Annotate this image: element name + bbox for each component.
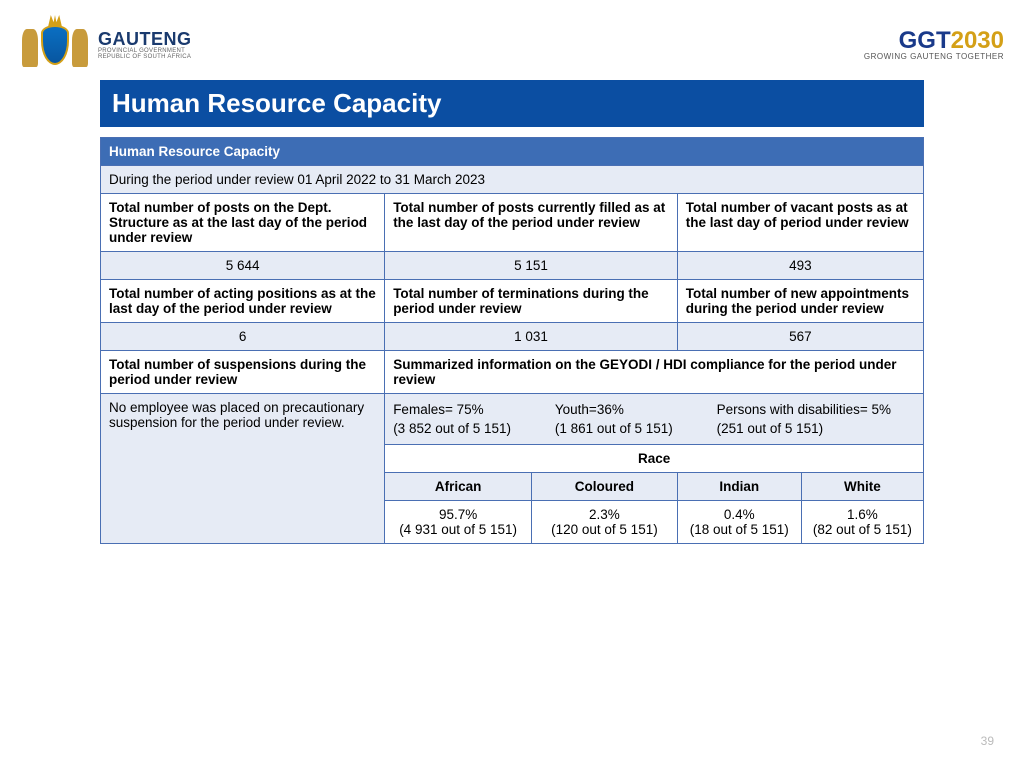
race-coloured-val: 2.3% (120 out of 5 151) bbox=[532, 501, 678, 544]
ggt-year: 2030 bbox=[951, 27, 1004, 54]
gauteng-subtext2: REPUBLIC OF SOUTH AFRICA bbox=[98, 54, 192, 60]
terminations-value: 1 031 bbox=[385, 323, 678, 351]
slide-title: Human Resource Capacity bbox=[100, 80, 924, 127]
suspensions-label: Total number of suspensions during the p… bbox=[101, 351, 385, 394]
gauteng-logo: GAUTENG PROVINCIAL GOVERNMENT REPUBLIC O… bbox=[20, 15, 192, 75]
hr-capacity-table: Human Resource Capacity During the perio… bbox=[100, 137, 924, 544]
posts-vacant-value: 493 bbox=[677, 252, 923, 280]
pwd-pct: Persons with disabilities= 5% bbox=[717, 402, 915, 417]
race-indian-val: 0.4% (18 out of 5 151) bbox=[677, 501, 801, 544]
suspension-note: No employee was placed on precautionary … bbox=[101, 394, 385, 544]
coat-of-arms-icon bbox=[20, 15, 90, 75]
females-detail: (3 852 out of 5 151) bbox=[393, 421, 535, 436]
race-white-val: 1.6% (82 out of 5 151) bbox=[801, 501, 923, 544]
race-african-val: 95.7% (4 931 out of 5 151) bbox=[385, 501, 532, 544]
females-pct: Females= 75% bbox=[393, 402, 535, 417]
appointments-value: 567 bbox=[677, 323, 923, 351]
posts-structure-value: 5 644 bbox=[101, 252, 385, 280]
race-header: Race bbox=[385, 445, 924, 473]
slide-header: GAUTENG PROVINCIAL GOVERNMENT REPUBLIC O… bbox=[0, 0, 1024, 80]
acting-label: Total number of acting positions as at t… bbox=[101, 280, 385, 323]
race-col-african: African bbox=[385, 473, 532, 501]
posts-filled-label: Total number of posts currently filled a… bbox=[385, 194, 678, 252]
slide-content: Human Resource Capacity Human Resource C… bbox=[0, 80, 1024, 544]
youth-detail: (1 861 out of 5 151) bbox=[555, 421, 697, 436]
race-col-indian: Indian bbox=[677, 473, 801, 501]
appointments-label: Total number of new appointments during … bbox=[677, 280, 923, 323]
race-col-coloured: Coloured bbox=[532, 473, 678, 501]
ggt-tagline: GROWING GAUTENG TOGETHER bbox=[864, 53, 1004, 61]
gauteng-wordmark: GAUTENG bbox=[98, 30, 192, 48]
posts-structure-label: Total number of posts on the Dept. Struc… bbox=[101, 194, 385, 252]
page-number: 39 bbox=[981, 734, 994, 748]
geyodi-label: Summarized information on the GEYODI / H… bbox=[385, 351, 924, 394]
ggt2030-logo: GGT2030 GROWING GAUTENG TOGETHER bbox=[864, 29, 1004, 61]
ggt-prefix: GGT bbox=[899, 27, 951, 54]
table-header: Human Resource Capacity bbox=[101, 138, 924, 166]
pwd-detail: (251 out of 5 151) bbox=[717, 421, 915, 436]
period-row: During the period under review 01 April … bbox=[101, 166, 924, 194]
geyodi-stats: Females= 75% Youth=36% Persons with disa… bbox=[385, 394, 924, 445]
terminations-label: Total number of terminations during the … bbox=[385, 280, 678, 323]
race-col-white: White bbox=[801, 473, 923, 501]
acting-value: 6 bbox=[101, 323, 385, 351]
posts-filled-value: 5 151 bbox=[385, 252, 678, 280]
youth-pct: Youth=36% bbox=[555, 402, 697, 417]
posts-vacant-label: Total number of vacant posts as at the l… bbox=[677, 194, 923, 252]
